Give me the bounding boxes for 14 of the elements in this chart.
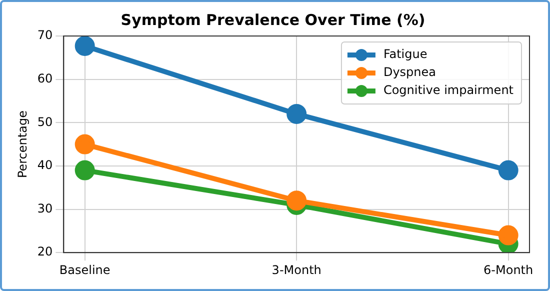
- legend-label: Fatigue: [383, 47, 428, 62]
- y-tick-label: 50: [37, 114, 53, 129]
- y-axis-title: Percentage: [15, 110, 30, 178]
- y-tick-label: 20: [37, 244, 53, 259]
- chart-title: Symptom Prevalence Over Time (%): [120, 10, 426, 29]
- x-tick-label: 3-Month: [272, 262, 322, 277]
- legend-label: Cognitive impairment: [383, 83, 514, 98]
- y-tick-label: 60: [37, 71, 53, 86]
- x-tick-label: 6-Month: [484, 262, 534, 277]
- y-tick-label: 30: [37, 201, 53, 216]
- x-tick-label: Baseline: [59, 262, 110, 277]
- y-tick-label: 70: [37, 28, 53, 42]
- y-tick-label: 40: [37, 158, 53, 172]
- legend-label: Dyspnea: [383, 65, 436, 80]
